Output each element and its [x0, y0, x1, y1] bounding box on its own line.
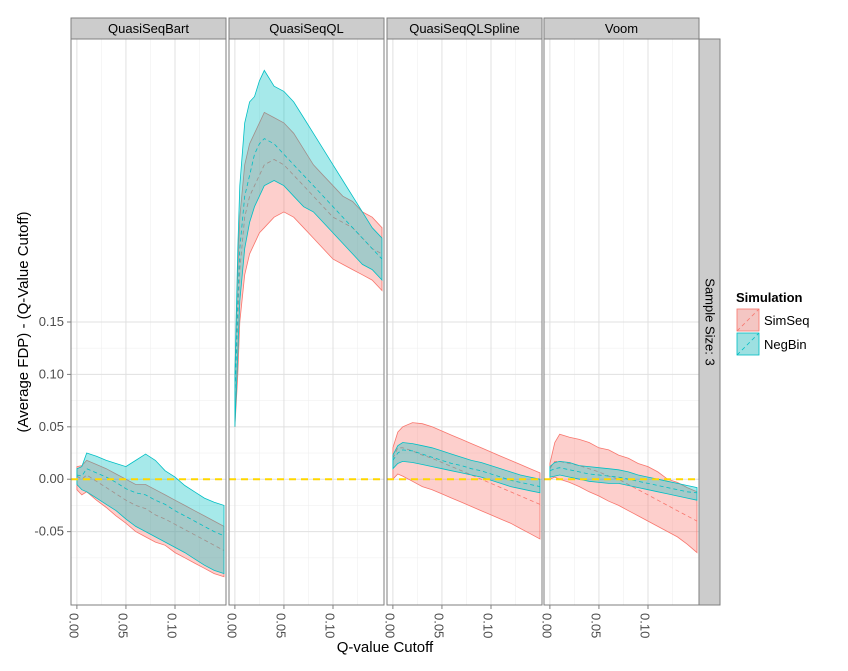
- x-tick-label: 0.05: [431, 613, 446, 638]
- facet-strip-quasiseqql: [228, 17, 385, 40]
- legend: Simulation SimSeq NegBin: [735, 290, 810, 357]
- x-tick-label: 0.05: [115, 613, 130, 638]
- panel-quasiseqql: QuasiSeqQL 0.00 0.05 0.10: [224, 17, 385, 638]
- mean-line-simseq: [392, 447, 541, 505]
- facet-strip-label-voom: Voom: [605, 21, 638, 36]
- mean-line-negbin: [549, 467, 698, 494]
- ribbon-negbin: [76, 452, 225, 575]
- y-tick-label: 0.15: [39, 314, 64, 329]
- facet-strip-quasiseqqlspline: [386, 17, 543, 40]
- ribbon-negbin: [392, 442, 541, 494]
- mean-line-simseq: [76, 474, 225, 551]
- x-tick-label: 0.00: [66, 613, 81, 638]
- panels-layer: QuasiSeqBart 0.00 0.05 0.10 QuasiSeqQL 0.00 0.…: [66, 17, 700, 638]
- x-axis-title: Q-value Cutoff: [337, 639, 434, 656]
- ribbon-negbin: [549, 460, 698, 501]
- x-tick-label: 0.10: [481, 613, 496, 638]
- mean-line-negbin: [392, 449, 541, 487]
- legend-line-simseq: [736, 308, 760, 332]
- mean-line-negbin: [234, 138, 383, 396]
- ribbon-negbin: [234, 69, 383, 427]
- y-tick-label: 0.00: [39, 471, 64, 486]
- y-tick-label: 0.05: [39, 419, 64, 434]
- facet-strip-right: [698, 38, 721, 606]
- y-axis: -0.05 0.00 0.05 0.10 0.15: [34, 314, 71, 539]
- x-tick-label: 0.10: [638, 613, 653, 638]
- mean-line-simseq: [234, 159, 383, 396]
- facet-strip-quasiseqbart: [70, 17, 227, 40]
- x-tick-label: 0.10: [165, 613, 180, 638]
- x-tick-label: 0.10: [323, 613, 338, 638]
- legend-label-simseq: SimSeq: [764, 313, 810, 328]
- panel-quasiseqbart: QuasiSeqBart 0.00 0.05 0.10: [66, 17, 227, 638]
- facet-strip-right-label: Sample Size: 3: [703, 278, 718, 365]
- ribbon-simseq: [549, 433, 698, 554]
- x-tick-label: 0.00: [539, 613, 554, 638]
- y-tick-label: -0.05: [34, 524, 64, 539]
- ribbon-simseq: [76, 459, 225, 578]
- facet-strip-label-quasiseqql: QuasiSeqQL: [269, 21, 343, 36]
- x-tick-label: 0.05: [588, 613, 603, 638]
- panel-quasiseqqlspline: QuasiSeqQLSpline 0.00 0.05 0.10: [382, 17, 543, 638]
- facet-strip-label-quasiseqbart: QuasiSeqBart: [108, 21, 189, 36]
- legend-line-negbin: [736, 332, 760, 356]
- facet-strip-label-quasiseqqlspline: QuasiSeqQLSpline: [409, 21, 520, 36]
- panel-voom: Voom 0.00 0.05 0.10: [539, 17, 700, 638]
- x-tick-label: 0.00: [382, 613, 397, 638]
- legend-title: Simulation: [736, 290, 803, 305]
- ribbon-simseq: [392, 422, 541, 540]
- x-tick-label: 0.00: [224, 613, 239, 638]
- y-tick-label: 0.10: [39, 366, 64, 381]
- mean-line-simseq: [549, 460, 698, 522]
- x-tick-label: 0.05: [273, 613, 288, 638]
- facet-strip-voom: [543, 17, 700, 40]
- mean-line-negbin: [76, 468, 225, 537]
- ribbon-simseq: [234, 111, 383, 427]
- y-axis-title: (Average FDP) - (Q-Value Cutoff): [15, 212, 32, 433]
- legend-label-negbin: NegBin: [764, 337, 807, 352]
